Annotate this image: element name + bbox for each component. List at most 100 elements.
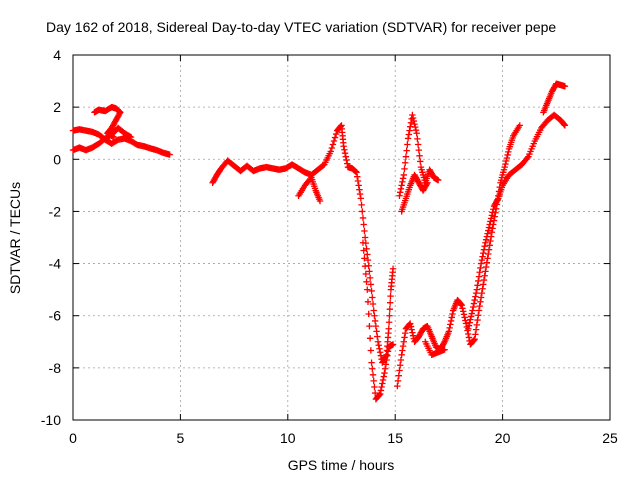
data-point: [394, 382, 401, 390]
x-tick-label: 10: [280, 430, 296, 446]
data-point: [489, 209, 496, 216]
data-point: [359, 208, 366, 215]
data-point: [364, 298, 372, 306]
data-point: [490, 206, 497, 213]
data-point: [462, 317, 469, 324]
data-point: [469, 307, 476, 314]
data-point: [482, 268, 489, 275]
y-tick-label: -4: [49, 256, 62, 272]
data-point: [410, 117, 418, 125]
data-point: [399, 178, 406, 186]
data-point: [472, 326, 480, 333]
data-point: [475, 277, 482, 285]
data-point: [460, 308, 467, 315]
data-point: [366, 274, 374, 282]
series-arc-4-low: [422, 338, 448, 359]
data-point: [402, 159, 409, 166]
data-point: [379, 380, 386, 387]
data-point: [359, 239, 367, 246]
data-point: [369, 294, 376, 301]
data-point: [373, 328, 380, 335]
data-point: [466, 319, 473, 326]
data-point: [501, 163, 508, 171]
data-point: [341, 146, 348, 153]
data-point: [352, 168, 360, 175]
data-point: [360, 247, 367, 254]
data-point: [376, 391, 383, 398]
data-point: [396, 192, 403, 199]
data-point: [470, 303, 477, 311]
data-point: [476, 269, 483, 276]
data-point: [340, 143, 347, 150]
data-point: [397, 185, 405, 193]
y-axis-label: SDTVAR / TECUs: [7, 182, 23, 294]
data-point: [328, 144, 336, 152]
x-tick-label: 15: [387, 430, 403, 446]
data-point: [449, 310, 456, 318]
data-point: [399, 175, 407, 182]
data-point: [366, 335, 374, 342]
data-point: [472, 331, 479, 338]
data-point: [401, 165, 408, 173]
data-point: [399, 342, 407, 350]
data-point: [479, 253, 486, 260]
data-point: [484, 230, 491, 237]
data-point: [480, 276, 488, 284]
data-point: [381, 369, 388, 377]
data-point: [440, 339, 448, 347]
data-point: [397, 189, 404, 196]
y-tick-label: -8: [49, 360, 62, 376]
data-point: [485, 250, 492, 258]
data-point: [409, 329, 416, 336]
y-tick-label: 0: [53, 151, 61, 167]
data-point: [483, 233, 491, 240]
data-point: [356, 190, 364, 198]
data-point: [445, 328, 453, 335]
data-point: [386, 299, 394, 306]
data-point: [404, 135, 412, 142]
data-point: [482, 263, 490, 271]
data-point: [446, 324, 453, 332]
series-arc-5-lower: [398, 171, 431, 215]
data-point: [389, 341, 397, 348]
data-point: [475, 312, 482, 319]
data-point: [369, 371, 377, 379]
data-point: [471, 335, 478, 343]
data-point: [413, 130, 420, 137]
data-point: [473, 321, 481, 329]
data-point: [126, 133, 134, 140]
data-point: [468, 310, 476, 317]
data-point: [447, 317, 455, 325]
data-point: [377, 387, 385, 394]
data-point: [516, 122, 523, 129]
data-point: [477, 260, 485, 267]
data-point: [489, 225, 496, 232]
data-point: [387, 292, 394, 300]
data-point: [478, 256, 486, 264]
data-point: [364, 286, 371, 293]
data-point: [465, 325, 472, 332]
data-point: [329, 141, 337, 148]
data-point: [484, 255, 491, 262]
data-point: [361, 255, 368, 262]
series-arc-1-hump: [91, 103, 124, 141]
grid-lines: [73, 55, 610, 420]
data-point: [358, 201, 365, 209]
data-point: [384, 352, 391, 359]
data-point: [381, 365, 389, 372]
data-point: [371, 312, 378, 319]
data-point: [416, 152, 423, 160]
data-point: [415, 146, 423, 154]
data-point: [359, 214, 367, 222]
data-point: [481, 242, 488, 250]
data-point: [342, 153, 349, 160]
data-point: [396, 367, 403, 374]
data-point: [110, 133, 118, 141]
plot-frame: [72, 54, 611, 421]
data-point: [389, 265, 397, 272]
data-point: [561, 122, 569, 129]
data-point: [397, 356, 405, 364]
data-point: [361, 234, 369, 241]
data-point: [475, 307, 483, 314]
data-point: [488, 212, 496, 219]
